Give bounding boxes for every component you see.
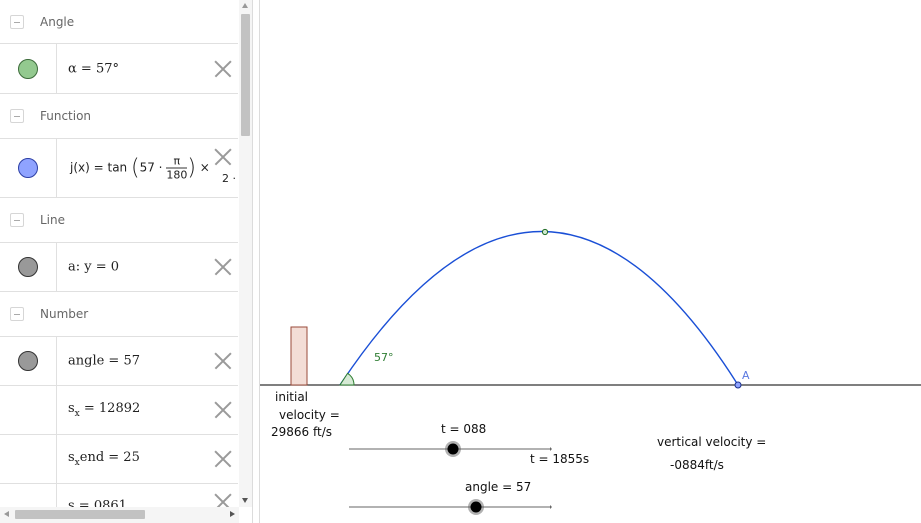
horizontal-scrollbar[interactable] — [0, 507, 239, 523]
t-slider-end-icon — [550, 447, 552, 451]
t-end-label: t = 1855s — [530, 452, 590, 466]
velocity-value: 29866 ft/s — [271, 425, 333, 439]
angle-label: 57° — [374, 351, 394, 364]
function-definition[interactable]: j(x) = tan (57 · π 180 ) × — [70, 154, 210, 182]
collapse-icon[interactable] — [10, 109, 24, 123]
bullet-cell — [0, 139, 57, 197]
section-header-angle[interactable]: Angle — [0, 0, 238, 44]
vertical-velocity-value: -0884ft/s — [670, 458, 724, 472]
function-tail: × — [199, 160, 210, 175]
algebra-row-alpha[interactable]: α = 57° — [0, 44, 238, 94]
algebra-row-function[interactable]: j(x) = tan (57 · π 180 ) × 2 · — [0, 139, 238, 198]
algebra-row-sxend[interactable]: sxend = 25 — [0, 435, 238, 484]
section-header-line[interactable]: Line — [0, 198, 238, 243]
scroll-down-arrow-icon[interactable] — [242, 498, 248, 503]
panel-divider[interactable] — [252, 0, 260, 523]
section-header-number[interactable]: Number — [0, 292, 238, 337]
function-coef: 57 · — [139, 160, 163, 175]
visibility-toggle-icon[interactable] — [18, 158, 38, 178]
alpha-value: 57° — [95, 61, 119, 76]
scrollbar-thumb[interactable] — [15, 510, 145, 519]
paren-close: ) — [187, 155, 196, 181]
function-tan: tan — [107, 160, 128, 175]
angle-slider-handle[interactable] — [470, 501, 482, 513]
visibility-toggle-icon[interactable] — [18, 351, 38, 371]
function-overflow-text: 2 · — [222, 172, 236, 185]
sxend-base: s — [68, 450, 75, 466]
line-definition[interactable]: a: y = 0 — [68, 259, 120, 275]
building-rect[interactable] — [290, 326, 308, 386]
angle-arc[interactable] — [339, 372, 355, 386]
delete-icon[interactable] — [214, 352, 232, 370]
delete-icon[interactable] — [214, 450, 232, 468]
bullet-cell — [0, 337, 57, 385]
point-a-label: A — [742, 369, 750, 382]
sxend-definition[interactable]: sxend = 25 — [68, 450, 140, 468]
function-lhs: j(x) — [70, 160, 90, 175]
collapse-icon[interactable] — [10, 14, 24, 29]
section-label: Line — [40, 213, 66, 227]
bullet-cell — [0, 44, 57, 93]
bullet-cell — [0, 435, 57, 483]
algebra-row-line[interactable]: a: y = 0 — [0, 243, 238, 292]
fraction-denominator: 180 — [166, 168, 188, 182]
scroll-left-arrow-icon[interactable] — [4, 511, 9, 517]
angle-definition[interactable]: angle = 57 — [68, 353, 140, 369]
angle-slider-label: angle = 57 — [465, 480, 532, 494]
algebra-view: Angle α = 57° Function j(x) = tan (57 · … — [0, 0, 252, 523]
section-label: Number — [40, 307, 89, 321]
visibility-toggle-icon[interactable] — [18, 257, 38, 277]
visibility-toggle-icon[interactable] — [18, 58, 38, 79]
apex-point[interactable] — [541, 228, 549, 236]
fraction: π 180 — [166, 155, 188, 182]
vertical-scrollbar[interactable] — [239, 0, 252, 507]
sx-definition[interactable]: sx = 12892 — [68, 401, 140, 419]
bullet-cell — [0, 386, 57, 434]
alpha-name: α — [68, 61, 77, 76]
delete-icon[interactable] — [214, 148, 232, 166]
sx-rest: = 12892 — [79, 401, 141, 417]
sxend-rest: end = 25 — [79, 450, 140, 466]
scroll-up-arrow-icon[interactable] — [242, 3, 248, 8]
algebra-row-sx[interactable]: sx = 12892 — [0, 386, 238, 435]
alpha-definition[interactable]: α = 57° — [68, 61, 119, 76]
sxend-sub: x — [74, 457, 80, 468]
algebra-row-angle[interactable]: angle = 57 — [0, 337, 238, 386]
section-label: Angle — [40, 14, 75, 29]
graphics-canvas[interactable] — [260, 0, 921, 523]
t-slider-label: t = 088 — [441, 422, 487, 436]
bullet-cell — [0, 243, 57, 291]
scrollbar-thumb[interactable] — [241, 14, 250, 136]
angle-slider-end-icon — [550, 505, 552, 509]
sx-sub: x — [74, 408, 80, 419]
section-label: Function — [40, 109, 92, 123]
delete-icon[interactable] — [214, 258, 232, 276]
velocity-label-line2: velocity = — [279, 408, 340, 422]
point-a[interactable] — [734, 381, 742, 389]
fraction-numerator: π — [166, 155, 188, 169]
delete-icon[interactable] — [214, 60, 232, 78]
delete-icon[interactable] — [214, 401, 232, 419]
collapse-icon[interactable] — [10, 307, 24, 321]
trajectory-curve[interactable] — [339, 231, 739, 386]
collapse-icon[interactable] — [10, 213, 24, 227]
velocity-label-line1: initial — [275, 390, 308, 404]
sx-base: s — [68, 401, 75, 417]
section-header-function[interactable]: Function — [0, 94, 238, 139]
t-slider-handle[interactable] — [447, 443, 459, 455]
vertical-velocity-label: vertical velocity = — [657, 435, 767, 449]
scroll-right-arrow-icon[interactable] — [230, 511, 235, 517]
paren-open: ( — [131, 155, 140, 181]
graphics-view[interactable]: 57° A initial velocity = 29866 ft/s t = … — [260, 0, 921, 523]
bullet-cell — [0, 484, 57, 523]
